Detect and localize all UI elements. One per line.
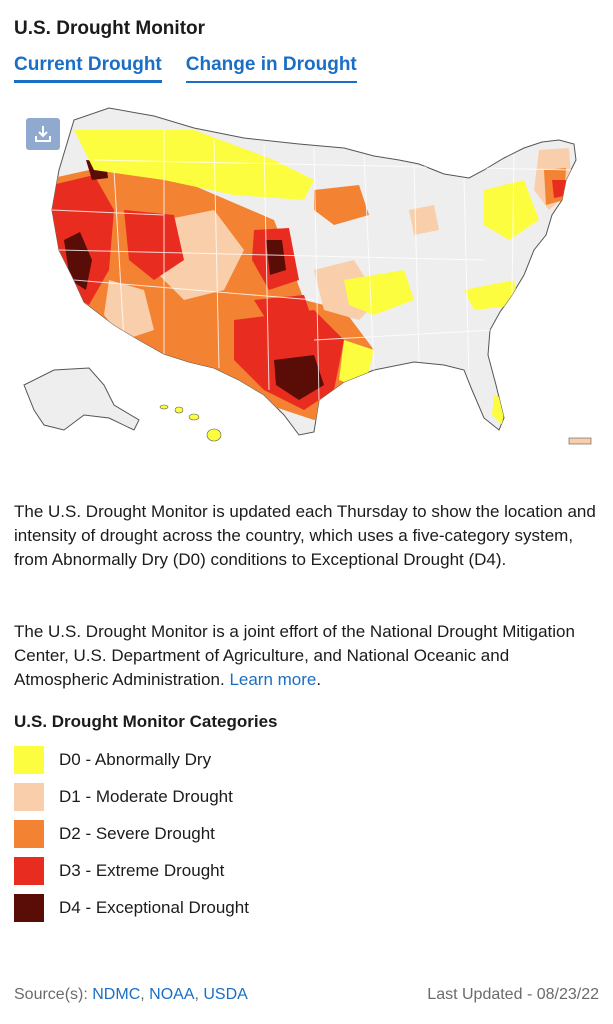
description-joint-effort-text: The U.S. Drought Monitor is a joint effo… bbox=[14, 622, 575, 689]
legend-label-d3: D3 - Extreme Drought bbox=[59, 861, 225, 880]
legend-item-d1: D1 - Moderate Drought bbox=[14, 783, 249, 811]
drought-area-midwest-d2 bbox=[314, 185, 369, 225]
download-icon bbox=[35, 126, 51, 142]
description-updated: The U.S. Drought Monitor is updated each… bbox=[14, 502, 596, 569]
tab-current-drought[interactable]: Current Drought bbox=[14, 54, 162, 83]
categories-legend: D0 - Abnormally Dry D1 - Moderate Drough… bbox=[14, 746, 249, 931]
legend-swatch-d2 bbox=[14, 820, 44, 848]
legend-label-d2: D2 - Severe Drought bbox=[59, 824, 215, 843]
legend-item-d0: D0 - Abnormally Dry bbox=[14, 746, 249, 774]
categories-title: U.S. Drought Monitor Categories bbox=[14, 712, 278, 731]
legend-swatch-d4 bbox=[14, 894, 44, 922]
legend-swatch-d1 bbox=[14, 783, 44, 811]
drought-area-plains-d4 bbox=[266, 240, 286, 275]
drought-area-midwest-d0 bbox=[344, 270, 414, 315]
us-drought-map[interactable] bbox=[14, 100, 599, 460]
drought-area-ne-d3 bbox=[552, 180, 566, 198]
legend-item-d3: D3 - Extreme Drought bbox=[14, 857, 249, 885]
tab-change-in-drought[interactable]: Change in Drought bbox=[185, 54, 357, 83]
download-button[interactable] bbox=[26, 118, 60, 150]
sources: Source(s): NDMC, NOAA, USDA bbox=[14, 986, 248, 1004]
last-updated-separator: - bbox=[526, 986, 533, 1003]
legend-label-d0: D0 - Abnormally Dry bbox=[59, 750, 212, 769]
drought-area-texas-d4 bbox=[274, 355, 324, 400]
drought-area-ok-d3 bbox=[254, 295, 314, 332]
drought-area-east-d0 bbox=[484, 180, 539, 240]
legend-item-d2: D2 - Severe Drought bbox=[14, 820, 249, 848]
hawaii bbox=[159, 404, 222, 442]
source-comma: , bbox=[140, 986, 150, 1003]
description-joint-effort: The U.S. Drought Monitor is a joint effo… bbox=[14, 620, 599, 692]
source-link-ndmc[interactable]: NDMC bbox=[92, 986, 141, 1003]
drought-map[interactable] bbox=[14, 100, 599, 460]
page-title: U.S. Drought Monitor bbox=[14, 18, 206, 39]
source-comma: , bbox=[194, 986, 204, 1003]
learn-more-link[interactable]: Learn more bbox=[229, 670, 317, 689]
puerto-rico bbox=[568, 437, 592, 445]
last-updated-label: Last Updated bbox=[427, 986, 523, 1003]
legend-label-d1: D1 - Moderate Drought bbox=[59, 787, 233, 806]
legend-swatch-d0 bbox=[14, 746, 44, 774]
drought-area-se-d0 bbox=[464, 280, 519, 310]
legend-item-d4: D4 - Exceptional Drought bbox=[14, 894, 249, 922]
drought-area-d1-b bbox=[104, 280, 154, 340]
description-period: . bbox=[316, 670, 322, 689]
footer: Source(s): NDMC, NOAA, USDA Last Updated… bbox=[14, 986, 599, 1004]
alaska bbox=[23, 367, 140, 431]
sources-label: Source(s): bbox=[14, 986, 88, 1003]
drought-area-north-d0 bbox=[74, 130, 314, 200]
source-link-usda[interactable]: USDA bbox=[203, 986, 248, 1003]
legend-swatch-d3 bbox=[14, 857, 44, 885]
tab-bar: Current Drought Change in Drought bbox=[14, 54, 357, 83]
drought-area-il-d1 bbox=[409, 205, 439, 235]
last-updated: Last Updated - 08/23/22 bbox=[427, 986, 599, 1004]
drought-area-nevada-d3 bbox=[124, 210, 184, 280]
legend-label-d4: D4 - Exceptional Drought bbox=[59, 898, 249, 917]
last-updated-date: 08/23/22 bbox=[536, 986, 599, 1003]
source-link-noaa[interactable]: NOAA bbox=[149, 986, 195, 1003]
